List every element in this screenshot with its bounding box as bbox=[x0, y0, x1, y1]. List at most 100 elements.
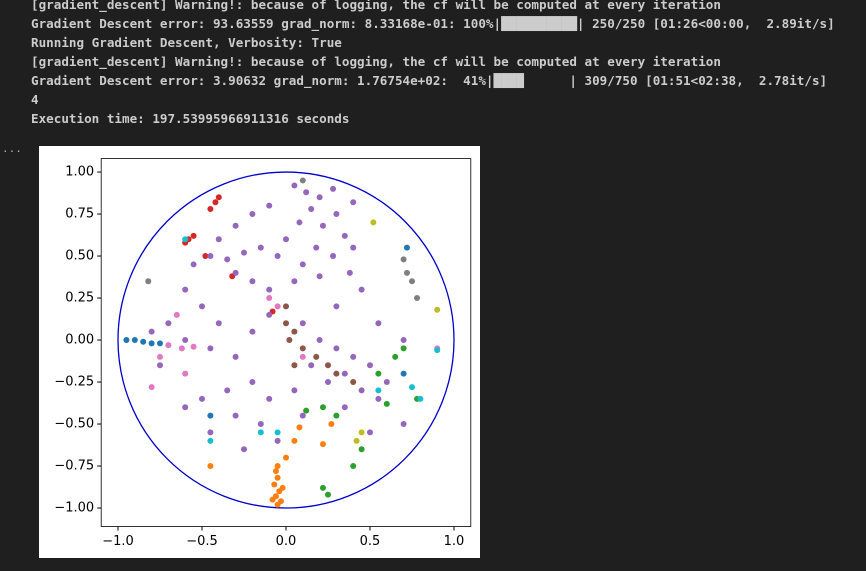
scatter-point bbox=[383, 400, 390, 407]
scatter-point bbox=[333, 303, 340, 310]
scatter-point bbox=[165, 342, 172, 349]
scatter-point bbox=[224, 387, 231, 394]
scatter-point bbox=[182, 236, 189, 243]
scatter-point bbox=[400, 370, 407, 377]
console-line: Gradient Descent error: 93.63559 grad_no… bbox=[31, 16, 835, 31]
y-tick-label: −0.25 bbox=[54, 375, 94, 390]
scatter-point bbox=[157, 340, 163, 347]
scatter-point bbox=[375, 320, 382, 327]
scatter-point bbox=[291, 437, 298, 444]
scatter-point bbox=[157, 362, 163, 369]
scatter-point bbox=[249, 278, 256, 285]
scatter-point bbox=[291, 362, 298, 369]
scatter-point bbox=[283, 303, 289, 310]
scatter-point bbox=[353, 437, 360, 444]
scatter-point bbox=[358, 286, 365, 293]
scatter-point bbox=[283, 320, 289, 327]
scatter-point bbox=[266, 311, 273, 318]
scatter-point bbox=[316, 273, 323, 280]
scatter-point bbox=[316, 337, 323, 344]
scatter-point bbox=[207, 463, 214, 470]
scatter-point bbox=[319, 441, 326, 448]
scatter-point bbox=[299, 353, 306, 360]
figure-background bbox=[39, 146, 480, 558]
scatter-point bbox=[257, 244, 264, 251]
scatter-point bbox=[199, 395, 205, 402]
scatter-point bbox=[400, 256, 407, 263]
console-line: 4 bbox=[31, 92, 39, 107]
scatter-point bbox=[358, 446, 365, 453]
scatter-point bbox=[274, 253, 281, 260]
scatter-point bbox=[303, 407, 310, 414]
scatter-point bbox=[325, 491, 331, 498]
scatter-point bbox=[350, 199, 357, 206]
y-tick-label: 0.50 bbox=[65, 249, 94, 264]
scatter-point bbox=[274, 429, 281, 436]
scatter-point bbox=[319, 484, 326, 491]
scatter-point bbox=[165, 320, 172, 327]
scatter-point bbox=[207, 205, 214, 212]
scatter-point bbox=[148, 328, 155, 335]
scatter-point bbox=[207, 437, 214, 444]
scatter-point bbox=[375, 395, 382, 402]
scatter-point bbox=[434, 306, 441, 313]
scatter-point bbox=[370, 219, 377, 226]
scatter-point bbox=[417, 395, 424, 402]
scatter-point bbox=[199, 303, 205, 310]
scatter-point bbox=[400, 345, 407, 352]
scatter-point bbox=[271, 481, 278, 488]
scatter-point bbox=[266, 395, 273, 402]
scatter-point bbox=[274, 463, 281, 470]
scatter-point bbox=[148, 340, 155, 347]
scatter-point bbox=[145, 278, 152, 285]
scatter-point bbox=[409, 384, 415, 391]
scatter-point bbox=[291, 182, 298, 189]
y-tick-label: 0.00 bbox=[65, 333, 94, 348]
scatter-point bbox=[299, 177, 306, 184]
scatter-point bbox=[249, 328, 256, 335]
scatter-point bbox=[279, 484, 286, 491]
scatter-point bbox=[367, 362, 373, 369]
scatter-point bbox=[403, 244, 410, 251]
scatter-point bbox=[350, 244, 357, 251]
scatter-point bbox=[212, 199, 219, 206]
x-tick-label: −0.5 bbox=[186, 534, 218, 549]
scatter-point bbox=[182, 404, 189, 411]
scatter-point bbox=[232, 353, 239, 360]
scatter-point bbox=[182, 337, 189, 344]
scatter-point bbox=[182, 370, 189, 377]
scatter-point bbox=[291, 278, 298, 285]
scatter-point bbox=[207, 429, 214, 436]
y-tick-label: −0.75 bbox=[54, 459, 94, 474]
console-output: [gradient_descent] Warning!: because of … bbox=[31, 0, 835, 128]
scatter-point bbox=[190, 261, 197, 268]
scatter-point bbox=[400, 421, 407, 428]
scatter-point bbox=[350, 379, 357, 386]
scatter-point bbox=[215, 236, 222, 243]
scatter-point bbox=[392, 353, 399, 360]
scatter-point bbox=[325, 379, 331, 386]
scatter-point bbox=[257, 421, 264, 428]
scatter-point bbox=[346, 269, 353, 276]
scatter-point bbox=[232, 222, 239, 229]
scatter-point bbox=[272, 468, 279, 475]
scatter-point bbox=[148, 384, 155, 391]
scatter-point bbox=[224, 256, 231, 263]
scatter-point bbox=[308, 362, 315, 369]
scatter-point bbox=[178, 345, 185, 352]
console-line: Execution time: 197.53995966911316 secon… bbox=[31, 111, 350, 126]
scatter-point bbox=[333, 211, 340, 218]
scatter-point bbox=[330, 185, 337, 192]
scatter-point bbox=[291, 387, 298, 394]
scatter-point bbox=[296, 219, 303, 226]
scatter-point bbox=[190, 343, 197, 350]
scatter-point bbox=[350, 353, 357, 360]
figure: −1.0 −0.5 0.0 0.5 1.0 1.00 0.75 0.50 0.25 0.00 −0.… bbox=[39, 146, 480, 558]
console-line: Gradient Descent error: 3.90632 grad_nor… bbox=[31, 73, 828, 88]
scatter-point bbox=[414, 295, 421, 302]
scatter-point bbox=[333, 412, 340, 419]
scatter-point bbox=[358, 387, 365, 394]
scatter-point bbox=[182, 286, 189, 293]
scatter-point bbox=[286, 337, 293, 344]
